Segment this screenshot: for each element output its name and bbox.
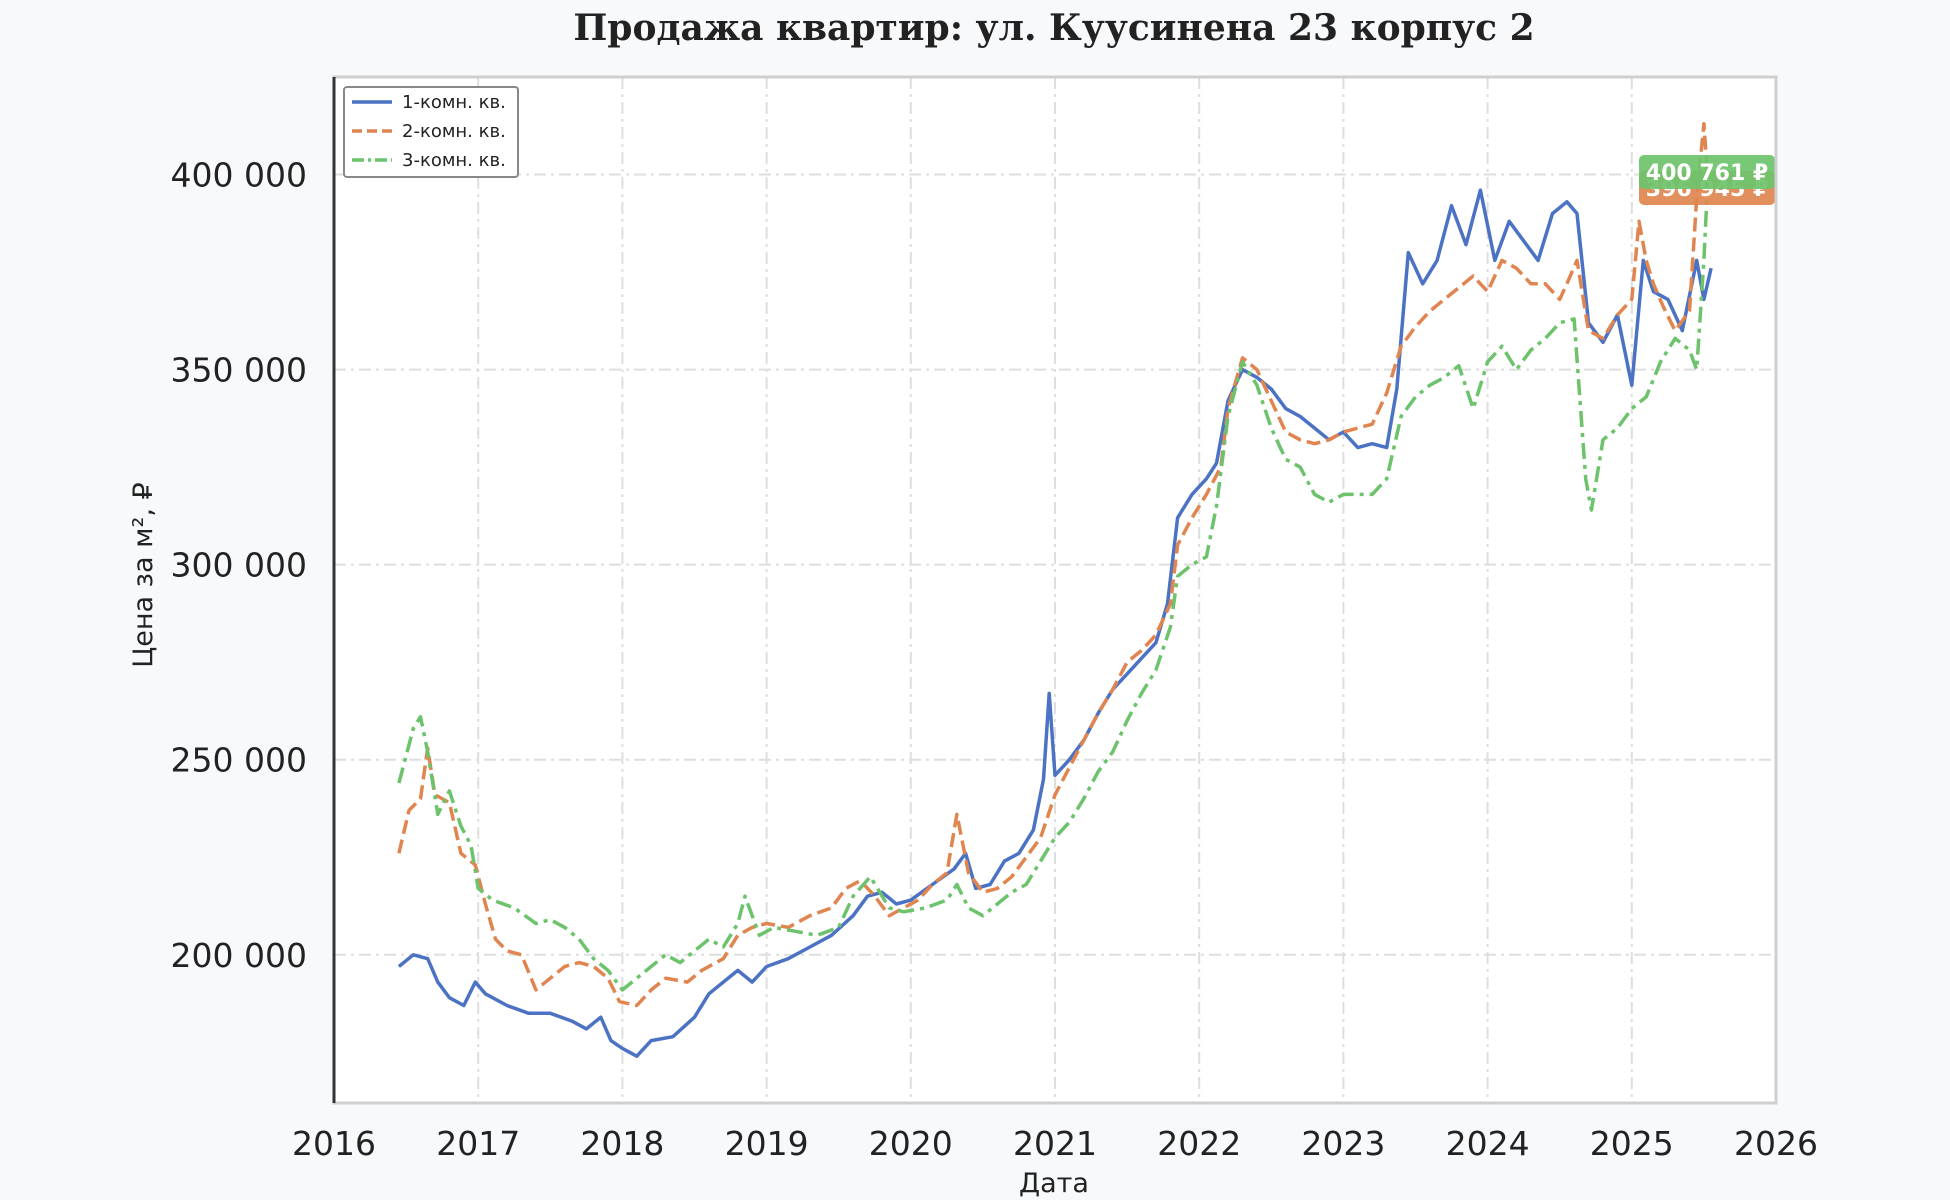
value-badge-text: 400 761 ₽ [1646,161,1768,186]
y-tick-label: 250 000 [171,741,307,780]
x-tick-label: 2018 [580,1124,664,1163]
tick-labels: 2016 2017 2018 2019 2020 2021 2022 2023 2024 2025… [171,156,1818,1163]
x-tick-label: 2017 [436,1124,520,1163]
legend-label-3-room: 3-комн. кв. [402,150,506,171]
value-badges: 396 945 ₽400 761 ₽ [1639,155,1776,205]
series-line-3-room [397,170,1710,992]
y-tick-label: 200 000 [171,936,307,975]
x-tick-label: 2022 [1157,1124,1241,1163]
x-tick-label: 2021 [1013,1124,1097,1163]
y-tick-label: 300 000 [171,546,307,585]
x-tick-label: 2019 [725,1124,809,1163]
y-axis-label: Цена за м², ₽ [128,482,159,667]
axes [332,75,1778,1105]
y-tick-label: 400 000 [171,156,307,195]
x-tick-label: 2023 [1301,1124,1385,1163]
series-line-1-room [397,188,1713,1058]
legend-box [343,86,519,178]
legend-label-2-room: 2-комн. кв. [402,121,506,142]
series-lines [397,122,1713,1058]
x-tick-label: 2025 [1590,1124,1674,1163]
x-tick-label: 2026 [1734,1124,1818,1163]
value-badge [1639,155,1776,189]
chart-title: Продажа квартир: ул. Куусинена 23 корпус… [573,7,1534,49]
x-axis-label: Дата [1019,1168,1089,1199]
x-tick-label: 2016 [292,1124,376,1163]
series-line-2-room [397,122,1710,1008]
y-tick-label: 350 000 [171,351,307,390]
legend-label-1-room: 1-комн. кв. [402,92,506,113]
x-tick-label: 2020 [869,1124,953,1163]
x-tick-label: 2024 [1446,1124,1530,1163]
legend: 1-комн. кв. 2-комн. кв. 3-комн. кв. [343,86,519,178]
grid-lines [333,77,1777,1103]
